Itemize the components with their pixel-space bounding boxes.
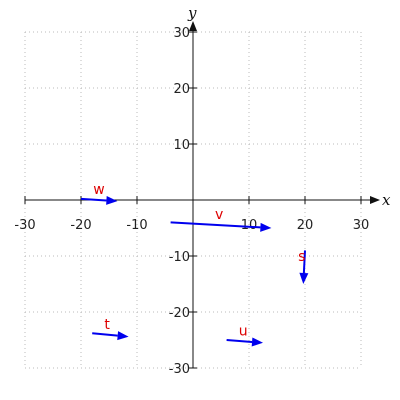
y-tick-label: 20: [173, 82, 190, 97]
y-axis-label: y: [187, 4, 197, 22]
vector-shaft: [80, 197, 107, 202]
vector-arrowhead: [106, 195, 118, 205]
x-axis-label: x: [382, 191, 391, 209]
vector-label: s: [298, 249, 305, 265]
vector-shaft: [170, 221, 261, 229]
y-tick-label: 10: [173, 138, 190, 153]
vector-label: w: [93, 182, 104, 198]
vector-shaft: [226, 339, 253, 343]
tick-labels: -30 -20 -10 10 20 30 30 20 10 -10 -20 -30: [14, 26, 369, 377]
vector-v: v: [170, 207, 272, 232]
vector-shaft: [92, 332, 118, 337]
x-tick-label: 10: [241, 218, 258, 233]
vectors: w v s t u: [80, 182, 309, 347]
vector-arrowhead: [299, 272, 309, 284]
y-tick-label: 30: [173, 26, 190, 41]
vector-arrowhead: [251, 337, 263, 347]
axes: x y: [25, 4, 391, 368]
vector-arrowhead: [117, 331, 129, 341]
x-tick-label: 20: [297, 218, 314, 233]
vector-label: v: [215, 207, 223, 223]
x-tick-label: -10: [126, 218, 147, 233]
vector-t: t: [92, 317, 129, 341]
vector-arrowhead: [260, 222, 272, 232]
x-tick-label: -20: [70, 218, 91, 233]
y-tick-label: -10: [169, 250, 190, 265]
x-tick-label: 30: [353, 218, 370, 233]
vector-shaft: [302, 250, 306, 274]
vector-label: u: [239, 323, 248, 339]
vector-label: t: [104, 317, 110, 333]
y-tick-label: -20: [169, 306, 190, 321]
vector-w: w: [80, 182, 118, 205]
vector-s: s: [298, 249, 309, 284]
vector-u: u: [226, 323, 263, 347]
x-tick-label: -30: [14, 218, 35, 233]
y-tick-label: -30: [169, 362, 190, 377]
